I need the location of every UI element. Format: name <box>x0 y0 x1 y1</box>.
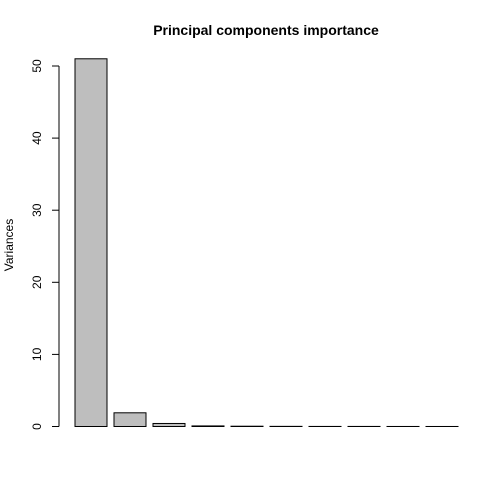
chart-title: Principal components importance <box>153 22 379 38</box>
y-tick-label: 50 <box>30 59 44 73</box>
bar-component-2 <box>113 412 147 427</box>
y-axis: 0 10 20 30 40 50 <box>30 59 60 430</box>
bar-component-1 <box>74 58 108 427</box>
bar-component-3 <box>152 422 186 428</box>
y-axis-label: Variances <box>2 219 16 271</box>
y-tick-label: 40 <box>30 131 44 145</box>
bar-component-4 <box>191 425 225 427</box>
y-tick-label: 30 <box>30 203 44 217</box>
y-tick-label: 0 <box>30 423 44 430</box>
y-tick-label: 10 <box>30 347 44 361</box>
y-tick-label: 20 <box>30 275 44 289</box>
bars-group <box>74 58 459 428</box>
